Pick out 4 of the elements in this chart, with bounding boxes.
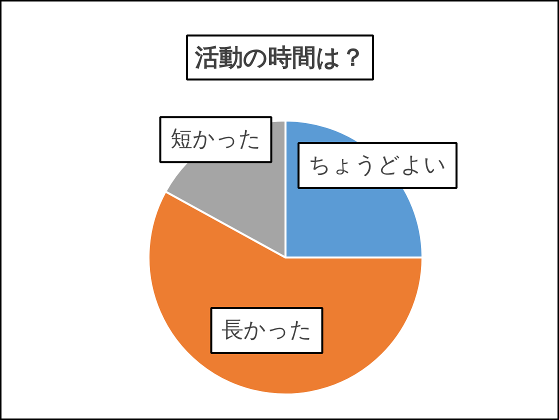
slice-label: 短かった — [170, 127, 262, 152]
slice-label: 長かった — [221, 318, 312, 343]
slice-label: ちょうどよい — [308, 152, 447, 178]
chart-title: 活動の時間は？ — [194, 44, 365, 72]
